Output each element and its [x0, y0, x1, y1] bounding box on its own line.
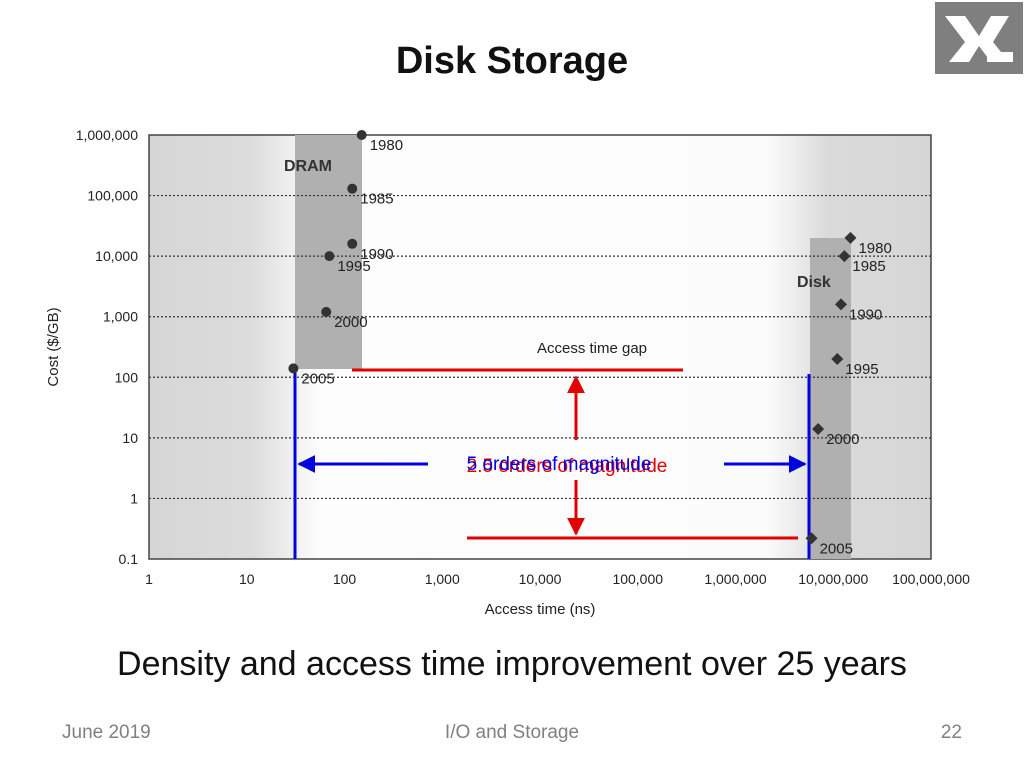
data-points: 1980198519901995200020051980198519901995…	[288, 130, 892, 557]
disk-data-point	[812, 423, 825, 436]
y-tick-label: 10,000	[95, 248, 138, 264]
data-point-label: 2005	[301, 370, 334, 387]
dram-data-point	[288, 363, 299, 374]
data-point-label: 1985	[360, 191, 393, 208]
data-point-label: 1985	[852, 258, 885, 275]
x-tick-label: 100,000	[612, 571, 663, 587]
chart: 1,000,000 100,000 10,000 1,000 100 10 1 0.1 1 10 1…	[45, 127, 970, 618]
disk-data-point	[838, 250, 851, 263]
slide-title: Disk Storage	[395, 40, 629, 82]
disk-band	[810, 238, 851, 559]
access-time-gap-title: Access time gap	[537, 340, 647, 357]
x-tick-label: 10,000	[519, 571, 562, 587]
data-point-label: 1995	[337, 258, 370, 275]
y-tick-label: 10	[122, 430, 138, 446]
y-axis-label: Cost ($/GB)	[45, 307, 62, 386]
footer-date: June 2019	[62, 722, 151, 743]
data-point-label: 1990	[360, 246, 393, 263]
y-tick-label: 1	[130, 490, 138, 506]
x-tick-label: 1	[145, 571, 153, 587]
disk-data-point	[805, 532, 818, 545]
disk-data-point	[831, 353, 844, 366]
data-point-label: 2005	[820, 540, 853, 557]
disk-data-point	[844, 231, 857, 244]
data-point-label: 1995	[845, 361, 878, 378]
dram-data-point	[321, 306, 332, 317]
data-point-label: 1980	[858, 240, 891, 257]
time-gap-label: 5 orders of magnitude	[467, 454, 652, 475]
data-point-label: 1980	[370, 137, 403, 154]
y-tick-label: 1,000	[103, 309, 138, 325]
logo-icon	[935, 2, 1023, 74]
x-tick-label: 1,000	[425, 571, 460, 587]
disk-data-point	[834, 298, 847, 311]
y-tick-label: 100	[115, 369, 139, 385]
y-tick-label: 100,000	[87, 188, 138, 204]
x-axis-label: Access time (ns)	[485, 601, 596, 618]
slide-caption: Density and access time improvement over…	[117, 645, 907, 683]
x-tick-label: 1,000,000	[704, 571, 766, 587]
y-tick-label: 0.1	[119, 551, 139, 567]
axis-ticks: 1,000,000 100,000 10,000 1,000 100 10 1 0.1 1 10 1…	[76, 127, 970, 587]
plot-background	[148, 134, 932, 560]
x-tick-label: 100,000,000	[892, 571, 970, 587]
footer-topic: I/O and Storage	[444, 722, 580, 743]
data-point-label: 2000	[826, 431, 859, 448]
data-point-label: 1990	[849, 306, 882, 323]
dram-data-point	[347, 183, 358, 194]
x-tick-label: 10,000,000	[798, 571, 868, 587]
data-point-label: 2000	[334, 314, 367, 331]
disk-series-label: Disk	[797, 274, 831, 291]
dram-data-point	[324, 251, 335, 262]
x-tick-label: 10	[239, 571, 255, 587]
dram-data-point	[356, 130, 367, 140]
dram-series-label: DRAM	[284, 158, 332, 175]
dram-data-point	[347, 238, 358, 249]
y-tick-label: 1,000,000	[76, 127, 138, 143]
page-number: 22	[940, 722, 962, 743]
x-tick-label: 100	[333, 571, 357, 587]
cost-gap-label: 2.5 orders of magnitude	[467, 456, 668, 477]
